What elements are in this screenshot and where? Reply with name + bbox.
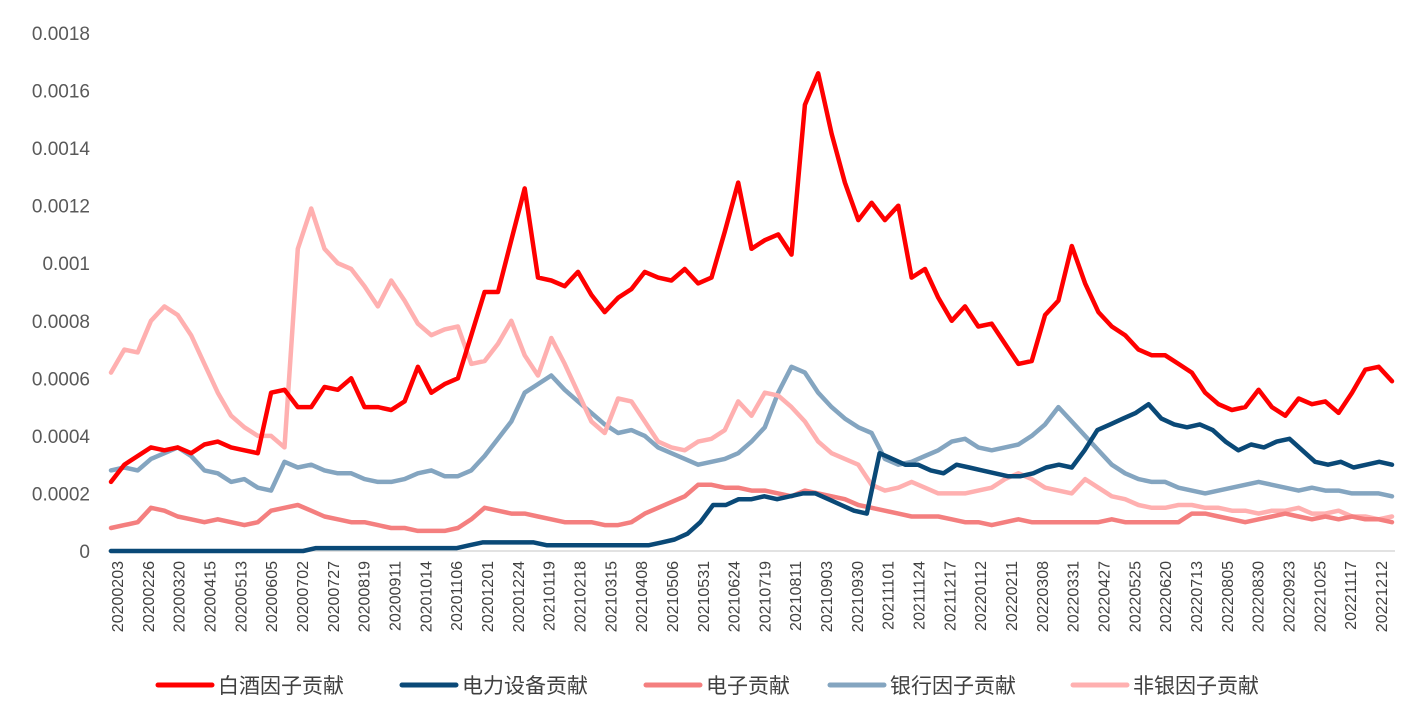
- x-tick-label: 20200203: [110, 561, 127, 632]
- x-tick-label: 20201106: [449, 561, 466, 631]
- x-tick-label: 20220805: [1220, 561, 1237, 632]
- series-line-1: [108, 401, 1395, 554]
- series-line-3: [108, 364, 1395, 499]
- x-tick-label: 20220923: [1282, 561, 1299, 632]
- x-tick-label: 20200727: [326, 561, 343, 632]
- y-tick-label: 0.0018: [32, 24, 90, 45]
- series-line-2: [108, 482, 1395, 534]
- x-tick-label: 20220331: [1066, 561, 1083, 632]
- legend-label: 非银因子贡献: [1133, 674, 1259, 698]
- x-tick-label: 20220620: [1158, 561, 1175, 632]
- x-tick-label: 20210119: [542, 561, 559, 631]
- y-tick-label: 0.001: [42, 254, 90, 275]
- x-tick-label: 20211124: [912, 561, 929, 630]
- y-axis: 0 0.0002 0.0004 0.0006 0.0008 0.001 0.0012 0.00…: [32, 24, 91, 563]
- x-tick-label: 20201201: [480, 561, 497, 632]
- y-tick-label: 0.0008: [32, 312, 90, 333]
- x-tick-label: 20210218: [572, 561, 589, 632]
- x-tick-label: 20221212: [1374, 561, 1391, 632]
- y-tick-label: 0.0006: [32, 369, 90, 390]
- x-tick-label: 20210506: [665, 561, 682, 632]
- y-tick-label: 0.0014: [32, 139, 91, 160]
- legend-label: 电力设备贡献: [462, 674, 588, 698]
- x-tick-label: 20200513: [233, 561, 250, 632]
- x-tick-label: 20200911: [387, 561, 404, 631]
- x-tick-label: 20200605: [264, 561, 281, 632]
- x-tick-label: 20210624: [727, 561, 744, 632]
- x-tick-label: 20220525: [1127, 561, 1144, 632]
- legend-label: 白酒因子贡献: [218, 674, 344, 698]
- legend: 白酒因子贡献 电力设备贡献 电子贡献 银行因子贡献 非银因子贡献: [155, 674, 1259, 698]
- x-tick-label: 20211101: [881, 561, 898, 630]
- x-tick-label: 20220211: [1004, 561, 1021, 631]
- x-tick-label: 20211217: [942, 561, 959, 631]
- x-tick-label: 20220427: [1097, 561, 1114, 632]
- y-tick-label: 0.0012: [32, 197, 90, 218]
- y-tick-label: 0: [79, 542, 90, 563]
- x-tick-label: 20210531: [696, 561, 713, 632]
- x-tick-label: 20200702: [295, 561, 312, 632]
- x-tick-label: 20221025: [1312, 561, 1329, 632]
- legend-label: 银行因子贡献: [890, 674, 1016, 698]
- x-tick-label: 20210811: [788, 561, 805, 631]
- x-tick-label: 20220830: [1251, 561, 1268, 632]
- y-tick-label: 0.0002: [32, 484, 90, 505]
- x-tick-label: 20210930: [850, 561, 867, 632]
- x-axis: 20200203 20200226 20200320 20200415 20200513…: [110, 561, 1391, 632]
- x-tick-label: 20200320: [172, 561, 189, 632]
- x-tick-label: 20200415: [202, 561, 219, 632]
- y-tick-label: 0.0004: [32, 427, 91, 448]
- x-tick-label: 20200819: [357, 561, 374, 632]
- legend-label: 电子贡献: [706, 674, 790, 698]
- x-tick-label: 20200226: [141, 561, 158, 632]
- x-tick-label: 20201014: [418, 561, 435, 632]
- y-tick-label: 0.0016: [32, 82, 90, 103]
- x-tick-label: 20210719: [757, 561, 774, 632]
- x-tick-label: 20210315: [603, 561, 620, 632]
- x-tick-label: 20201224: [511, 561, 528, 632]
- x-tick-label: 20220713: [1189, 561, 1206, 632]
- series-layer: [108, 71, 1395, 554]
- series-line-4: [108, 206, 1395, 522]
- x-tick-label: 20220308: [1035, 561, 1052, 632]
- x-tick-label: 20220112: [973, 561, 990, 631]
- series-line-0: [108, 71, 1395, 485]
- x-tick-label: 20221117: [1343, 561, 1360, 630]
- x-tick-label: 20210408: [634, 561, 651, 632]
- x-tick-label: 20210903: [819, 561, 836, 632]
